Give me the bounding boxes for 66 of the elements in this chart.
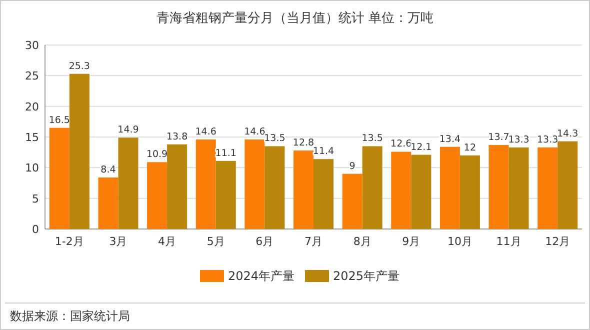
x-tick-label: 3月 — [109, 235, 128, 248]
data-label: 14.6 — [244, 126, 266, 138]
bar — [558, 141, 578, 229]
x-tick-label: 1-2月 — [54, 235, 84, 248]
data-label: 12.1 — [410, 142, 432, 153]
y-tick-label: 20 — [25, 100, 39, 114]
x-tick-label: 12月 — [545, 235, 570, 248]
data-label: 25.3 — [68, 60, 90, 72]
bar — [362, 146, 382, 229]
data-label: 13.4 — [439, 134, 461, 145]
data-label: 12.8 — [292, 137, 314, 148]
data-label: 13.8 — [166, 131, 188, 142]
x-tick-label: 4月 — [158, 235, 176, 248]
data-label: 14.6 — [195, 126, 216, 138]
x-tick-label: 10月 — [447, 235, 472, 248]
data-label: 14.9 — [118, 124, 139, 136]
x-tick-label: 8月 — [353, 235, 372, 248]
x-tick-label: 11月 — [496, 235, 522, 248]
chart-title: 青海省粗钢产量分月（当月值）统计 单位：万吨 — [156, 11, 434, 26]
y-tick-label: 15 — [25, 131, 39, 144]
bar — [342, 174, 362, 229]
bar — [411, 154, 432, 229]
bar — [293, 150, 314, 229]
bar — [118, 138, 138, 229]
bar — [391, 152, 412, 229]
bar — [167, 144, 188, 229]
data-label: 12 — [464, 142, 476, 154]
legend-label: 2024年产量 — [228, 269, 295, 283]
data-label: 8.4 — [100, 164, 116, 176]
bar — [98, 177, 118, 229]
data-label: 13.5 — [362, 133, 383, 144]
x-tick-label: 9月 — [402, 235, 420, 248]
source-note: 数据来源：国家统计局 — [10, 309, 130, 323]
bar — [49, 128, 70, 229]
y-tick-label: 0 — [32, 223, 39, 236]
data-label: 9 — [349, 160, 356, 172]
bar — [508, 147, 529, 229]
bar — [440, 146, 460, 229]
bar — [196, 139, 216, 229]
data-label: 12.6 — [390, 138, 412, 150]
bar — [460, 155, 480, 229]
x-tick-label: 6月 — [256, 235, 274, 248]
bar — [488, 144, 509, 229]
data-label: 11.1 — [215, 148, 236, 159]
bar — [244, 139, 265, 229]
x-tick-label: 7月 — [304, 235, 322, 248]
data-label: 13.3 — [508, 134, 530, 146]
data-label: 16.5 — [48, 114, 70, 126]
data-label: 13.5 — [264, 133, 286, 144]
data-label: 13.7 — [488, 132, 510, 143]
bar — [314, 159, 334, 229]
bar — [147, 162, 168, 229]
bar — [69, 74, 90, 229]
x-tick-label: 5月 — [206, 235, 225, 248]
data-label: 10.9 — [146, 149, 168, 160]
bar — [264, 146, 285, 229]
y-tick-label: 5 — [32, 192, 39, 206]
data-label: 11.4 — [312, 146, 334, 158]
data-label: 14.3 — [557, 128, 578, 140]
bar — [538, 147, 558, 229]
data-label: 13.3 — [537, 134, 558, 146]
bar — [216, 160, 236, 229]
y-tick-label: 25 — [25, 70, 39, 83]
y-tick-label: 30 — [25, 39, 39, 52]
y-tick-label: 10 — [25, 162, 39, 175]
legend-label: 2025年产量 — [333, 269, 400, 283]
